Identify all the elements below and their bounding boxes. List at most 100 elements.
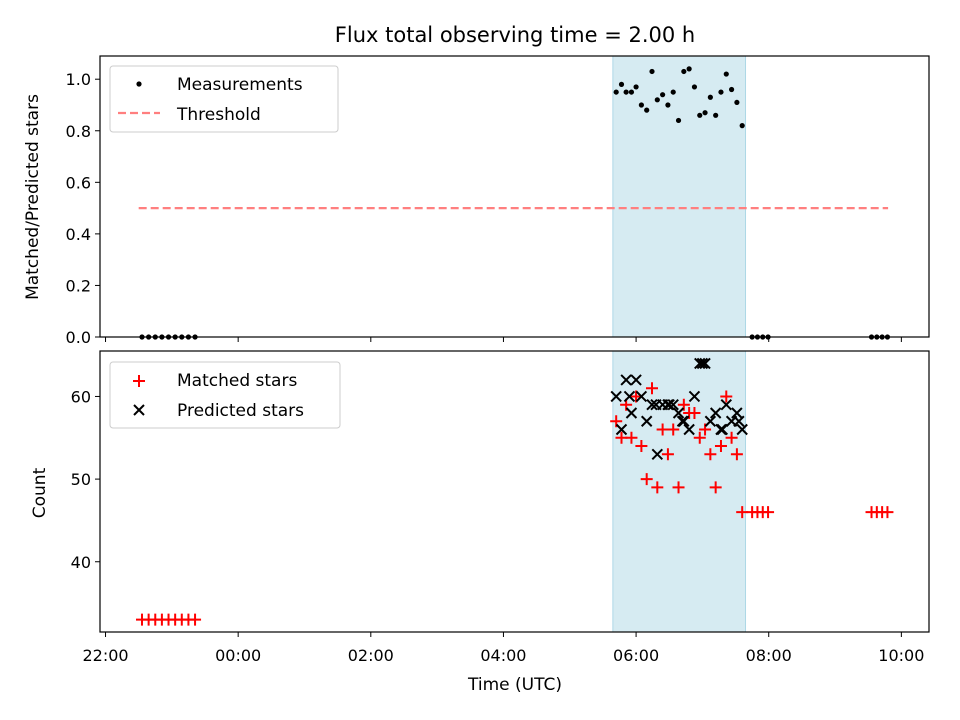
predicted-star-point: [651, 448, 664, 461]
predicted-star-point: [716, 423, 729, 436]
measurement-point: [638, 102, 644, 108]
x-tick-label: 02:00: [348, 646, 394, 665]
measurement-point: [644, 107, 650, 113]
top-y-tick-label: 0.6: [66, 173, 91, 192]
matched-star-point: [635, 440, 648, 453]
measurement-point: [707, 94, 713, 100]
predicted-star-point: [699, 357, 711, 370]
predicted-star-point: [720, 399, 732, 411]
measurement-point: [691, 84, 698, 90]
top-plot: 0.0 0.2 0.4 0.6 0.8 1.0: [66, 55, 930, 347]
measurement-point: [697, 112, 703, 118]
measurement-point: [702, 110, 708, 116]
measurement-point: [623, 89, 629, 95]
matched-star-point: [656, 423, 669, 436]
x-tick-label: 04:00: [480, 646, 526, 665]
measurement-point: [723, 71, 729, 77]
measurement-point: [728, 86, 735, 93]
bottom-y-axis-label: Count: [30, 467, 50, 518]
legend-matched-label: Matched stars: [177, 371, 297, 391]
matched-star-point: [625, 431, 638, 444]
bottom-legend-frame: [109, 361, 341, 429]
legend-measurements-label: Measurements: [177, 75, 303, 95]
measurement-point: [618, 81, 625, 87]
measurement-point: [681, 68, 687, 75]
matched-star-point: [720, 390, 733, 403]
top-y-tick-label: 0.8: [66, 122, 91, 141]
bottom-y-tick-label: 50: [71, 470, 91, 489]
x-axis-label: Time (UTC): [467, 675, 562, 695]
measurement-point: [660, 92, 666, 98]
matched-star-point: [189, 613, 202, 626]
top-y-axis-label: Matched/Predicted stars: [23, 94, 43, 300]
bottom-plot: 40 50 60 22:00 00:00 02:00 04:00 06:00 08:00 10:0…: [71, 350, 930, 665]
legend-threshold-label: Threshold: [176, 105, 261, 125]
predicted-star-point: [620, 374, 632, 386]
legend-matched-marker: [133, 375, 145, 387]
top-legend: Measurements Threshold: [109, 65, 339, 133]
matched-star-point: [762, 506, 775, 519]
x-tick-label: 00:00: [215, 646, 261, 665]
predicted-star-point: [630, 374, 642, 386]
predicted-star-point: [667, 399, 679, 411]
matched-star-point: [725, 431, 738, 444]
predicted-star-point: [676, 415, 689, 427]
predicted-star-point: [635, 390, 648, 403]
measurement-point: [675, 117, 682, 124]
predicted-star-point: [709, 407, 722, 419]
top-axes-frame: [99, 55, 930, 338]
predicted-star-point: [625, 407, 638, 419]
measurement-point: [649, 68, 655, 75]
measurement-point: [633, 84, 639, 90]
bottom-y-tick-label: 40: [71, 553, 91, 572]
measurement-point: [665, 102, 671, 108]
predicted-star-point: [610, 390, 622, 403]
predicted-star-point: [650, 399, 662, 411]
measurement-point: [613, 89, 619, 95]
legend-predicted-marker: [133, 404, 145, 416]
measurement-point: [713, 112, 719, 118]
predicted-star-point: [688, 390, 701, 403]
predicted-star-point: [736, 423, 748, 436]
predicted-star-point: [733, 415, 745, 427]
top-y-tick-label: 0.4: [66, 225, 91, 244]
measurement-point: [670, 89, 676, 95]
legend-measurements-marker: [136, 81, 142, 87]
matched-star-point: [693, 431, 706, 444]
matched-star-point: [672, 481, 685, 494]
predicted-star-point: [640, 415, 653, 427]
predicted-star-point: [663, 399, 675, 411]
bottom-legend: Matched stars Predicted stars: [109, 361, 341, 429]
predicted-star-point: [704, 415, 717, 427]
legend-predicted-label: Predicted stars: [177, 401, 304, 421]
top-observing-span: [612, 55, 747, 338]
predicted-star-point: [683, 423, 695, 436]
x-tick-label: 06:00: [613, 646, 659, 665]
measurement-point: [718, 89, 724, 95]
matched-star-point: [640, 473, 653, 486]
matched-star-point: [646, 382, 659, 395]
x-tick-label: 22:00: [82, 646, 128, 665]
predicted-star-point: [731, 407, 743, 419]
matched-star-point: [730, 448, 743, 461]
predicted-star-point: [623, 390, 636, 403]
matched-star-point: [688, 406, 701, 419]
top-y-tick-label: 0.0: [66, 328, 91, 347]
matched-star-point: [651, 481, 664, 494]
chart-title: Flux total observing time = 2.00 h: [335, 23, 695, 47]
x-tick-label: 08:00: [746, 646, 792, 665]
predicted-star-point: [615, 423, 628, 436]
predicted-star-point: [696, 357, 709, 370]
predicted-star-point: [646, 399, 658, 411]
x-tick-label: 10:00: [878, 646, 924, 665]
matched-star-point: [714, 440, 727, 453]
matched-star-point: [661, 448, 674, 461]
bottom-axes-frame: [99, 350, 930, 633]
predicted-star-point: [672, 407, 685, 419]
measurement-point: [739, 123, 745, 129]
matched-star-point: [704, 448, 717, 461]
top-y-tick-label: 1.0: [66, 70, 91, 89]
matched-star-point: [881, 506, 894, 519]
top-legend-frame: [109, 65, 339, 133]
